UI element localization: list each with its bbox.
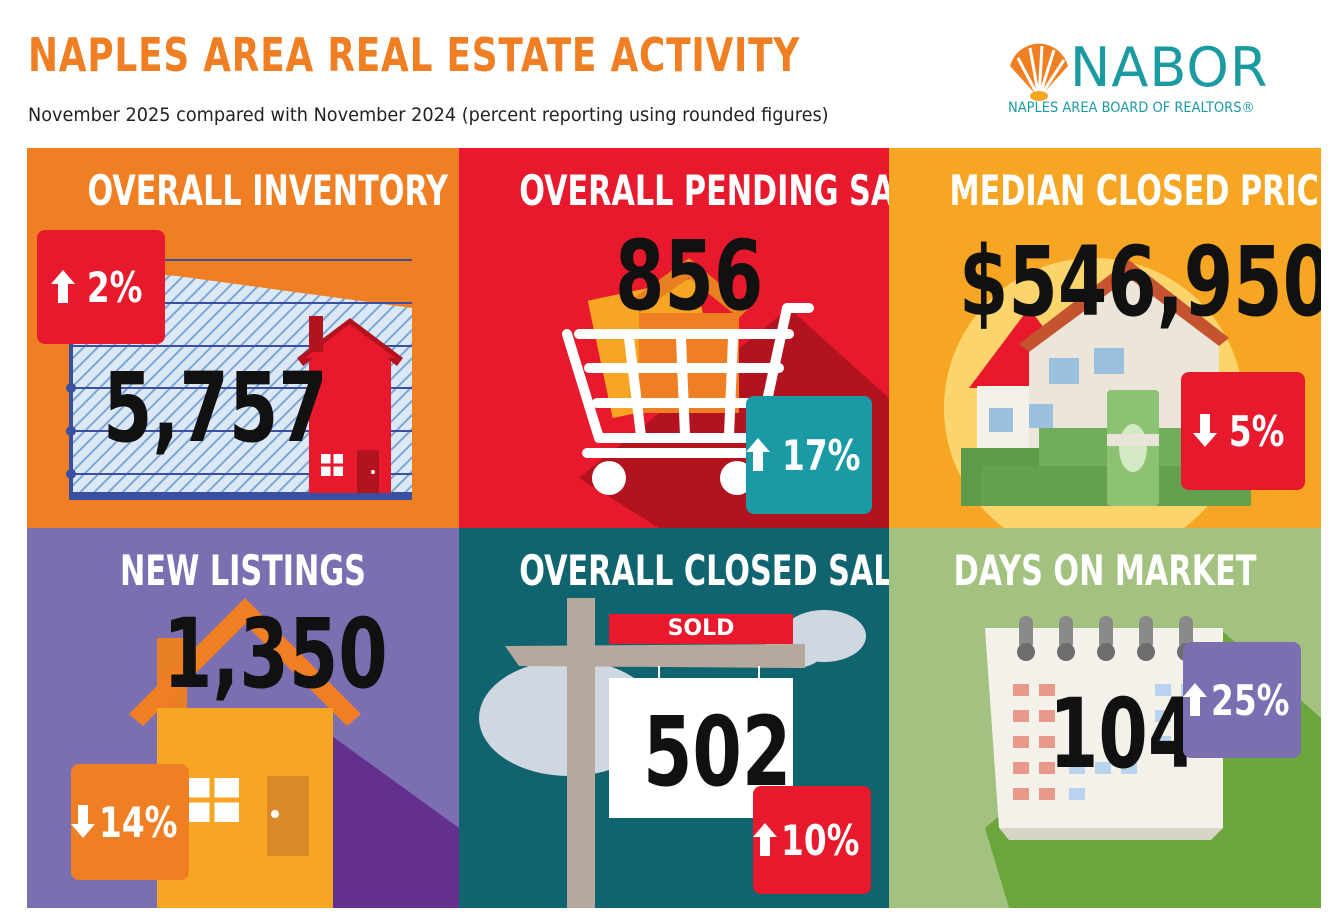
closed-sales-title: OVERALL CLOSED SALES [519,546,889,595]
page-subtitle: November 2025 compared with November 202… [28,104,829,126]
panel-overall-inventory: OVERALL INVENTORY 5,757 2% [27,148,459,528]
shell-icon [1010,43,1068,101]
sold-sign-label: SOLD [667,616,735,641]
new-listings-value: 1,350 [163,598,388,710]
new-listings-change-badge: 14% [71,764,189,880]
pending-change-badge: 17% [746,396,872,514]
days-on-market-value: 104 [1049,678,1198,790]
inventory-title: OVERALL INVENTORY [87,166,448,215]
nabor-logo: NABOR NAPLES AREA BOARD OF REALTORS® [1004,36,1314,126]
arrow-up-icon [1183,683,1208,717]
arrow-up-icon [51,270,76,304]
logo-tagline: NAPLES AREA BOARD OF REALTORS® [1008,100,1255,116]
inventory-change: 2% [87,262,143,312]
house-money-icon [944,258,1251,528]
panel-days-on-market: DAYS ON MARKET 104 25% [889,528,1321,908]
median-price-change: 5% [1229,406,1285,456]
sold-sign-icon [479,598,866,908]
pending-value: 856 [615,220,764,332]
inventory-change-badge: 2% [37,230,165,344]
logo-wordmark: NABOR [1070,36,1269,99]
house-icon [129,598,459,908]
panel-overall-closed-sales: OVERALL CLOSED SALES SOLD 502 10% [459,528,889,908]
closed-sales-change-badge: 10% [753,786,871,894]
panel-overall-pending-sales: OVERALL PENDING SALES 856 17% [459,148,889,528]
pending-change: 17% [782,430,861,480]
page-title: NAPLES AREA REAL ESTATE ACTIVITY [28,28,801,82]
days-on-market-change: 25% [1211,675,1290,725]
arrow-down-icon [71,805,96,839]
arrow-up-icon [753,823,778,857]
stats-grid: OVERALL INVENTORY 5,757 2% [27,148,1321,908]
arrow-down-icon [1193,414,1218,448]
arrow-up-icon [746,438,771,472]
median-price-title: MEDIAN CLOSED PRICE [949,166,1321,215]
closed-sales-change: 10% [781,815,860,865]
panel-new-listings: NEW LISTINGS 1,350 14% [27,528,459,908]
panel-median-closed-price: MEDIAN CLOSED PRICE $546,950 5% [889,148,1321,528]
new-listings-title: NEW LISTINGS [120,546,366,595]
median-price-value: $546,950 [959,226,1321,338]
pending-title: OVERALL PENDING SALES [519,166,889,215]
median-price-change-badge: 5% [1181,372,1305,490]
new-listings-change: 14% [99,797,178,847]
days-on-market-change-badge: 25% [1183,642,1301,758]
inventory-value: 5,757 [103,352,328,464]
days-on-market-title: DAYS ON MARKET [953,546,1257,595]
